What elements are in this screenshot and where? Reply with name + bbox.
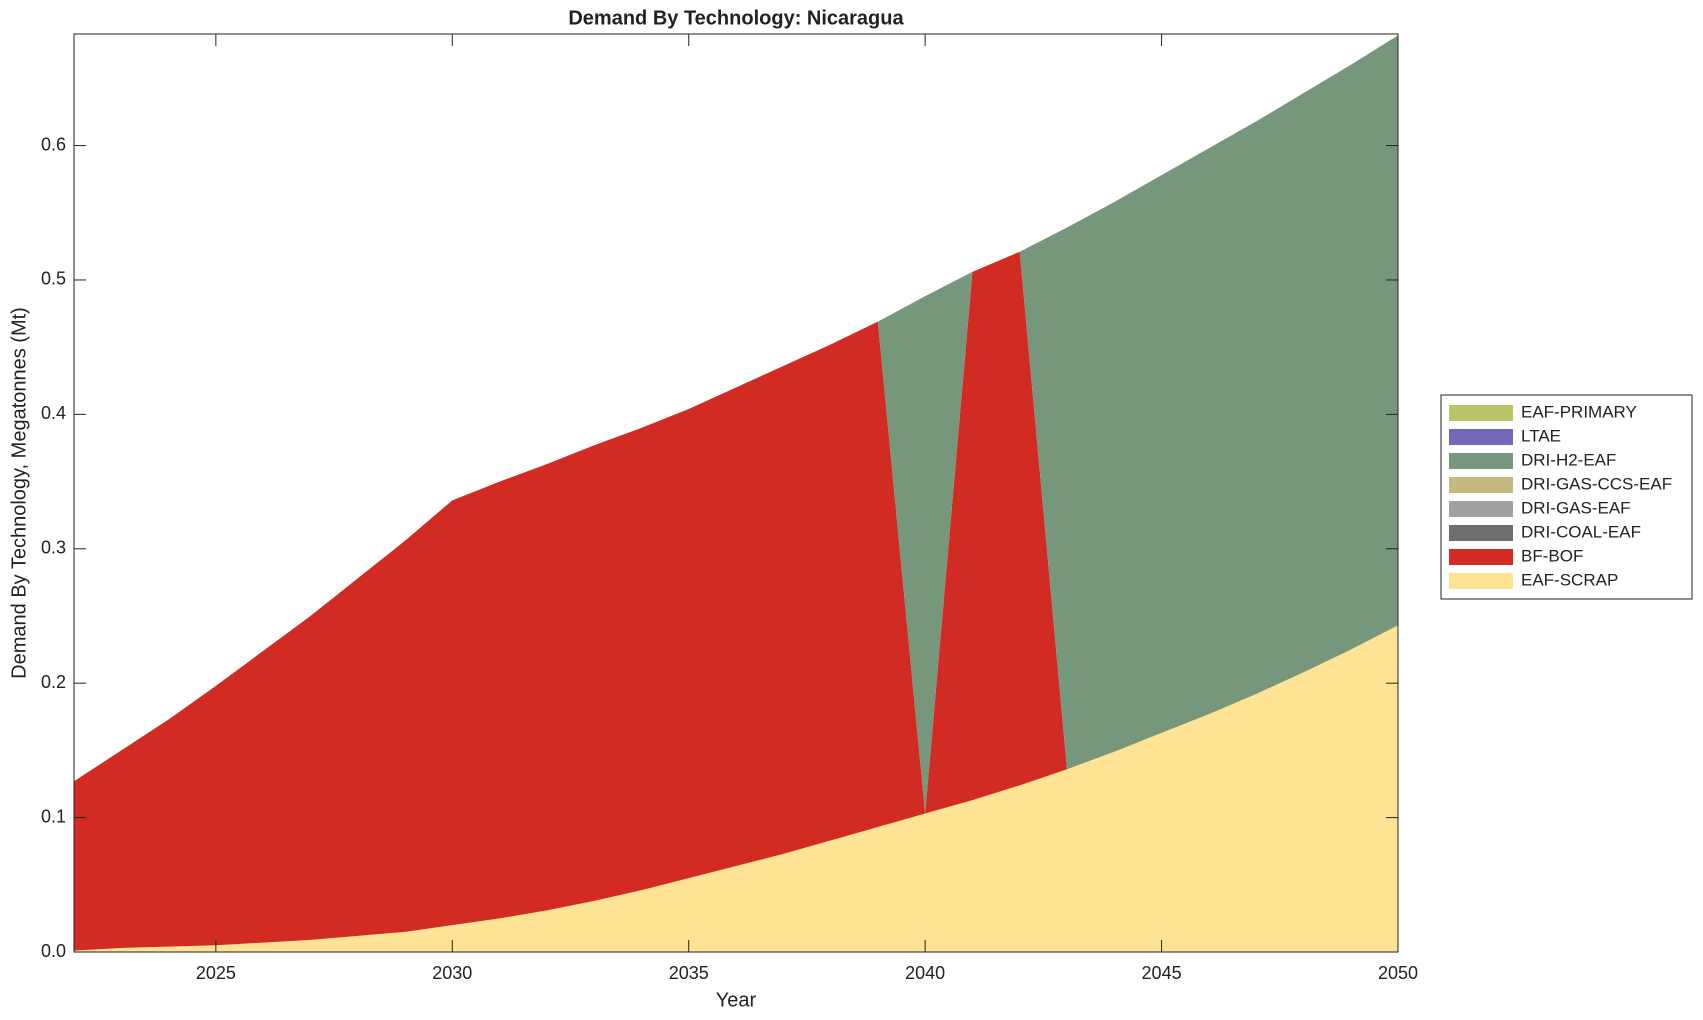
x-tick-label: 2035: [669, 963, 709, 983]
legend-label: DRI-COAL-EAF: [1521, 522, 1641, 541]
plot-frame: [73, 33, 1399, 953]
legend-swatch: [1449, 501, 1513, 517]
area: [74, 625, 1398, 952]
legend-label: EAF-PRIMARY: [1521, 402, 1637, 421]
legend-label: BF-BOF: [1521, 546, 1583, 565]
legend-label: EAF-SCRAP: [1521, 570, 1618, 589]
area: [74, 35, 1398, 814]
x-tick-label: 2040: [905, 963, 945, 983]
x-tick-label: 2050: [1378, 963, 1418, 983]
area: [74, 251, 1398, 951]
legend-swatch: [1449, 573, 1513, 589]
legend-swatch: [1449, 429, 1513, 445]
legend-box: [1440, 394, 1693, 600]
legend: EAF-PRIMARY LTAE DRI-H2-EAF DRI-GAS-CCS-EAF…: [1440, 394, 1693, 600]
x-axis-label: Year: [716, 989, 757, 1011]
y-tick-label: 0.6: [41, 134, 66, 154]
y-axis-label: Demand By Technology, Megatonnes (Mt): [8, 307, 30, 679]
legend-label: DRI-GAS-EAF: [1521, 498, 1631, 517]
legend-swatch: [1449, 453, 1513, 469]
legend-label: DRI-GAS-CCS-EAF: [1521, 474, 1672, 493]
y-tick-label: 0.2: [41, 672, 66, 692]
legend-swatch: [1449, 477, 1513, 493]
legend-swatch: [1449, 549, 1513, 565]
legend-label: DRI-H2-EAF: [1521, 450, 1616, 469]
y-tick-label: 0.0: [41, 941, 66, 961]
x-tick-label: 2045: [1142, 963, 1182, 983]
chart-title: Demand By Technology: Nicaragua: [568, 7, 904, 29]
y-tick-label: 0.1: [41, 806, 66, 826]
legend-swatch: [1449, 525, 1513, 541]
x-tick-label: 2030: [432, 963, 472, 983]
x-tick-label: 2025: [196, 963, 236, 983]
y-tick-label: 0.5: [41, 269, 66, 289]
legend-label: LTAE: [1521, 426, 1561, 445]
legend-swatch: [1449, 405, 1513, 421]
y-tick-label: 0.4: [41, 403, 66, 423]
y-tick-label: 0.3: [41, 538, 66, 558]
